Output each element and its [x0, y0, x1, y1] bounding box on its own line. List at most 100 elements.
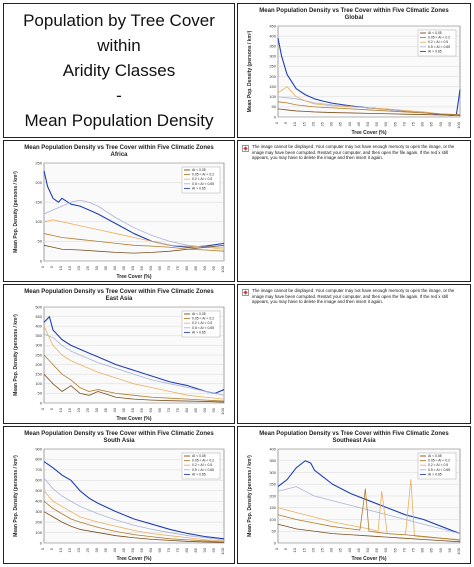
chart-panel-east-asia: Mean Population Density vs Tree Cover wi… [3, 284, 235, 424]
x-tick-label: 45 [121, 547, 126, 552]
x-tick-label: 80 [184, 265, 189, 270]
chart-south-asia: Mean Population Density vs Tree Cover wi… [13, 431, 225, 562]
x-tick-label: 35 [338, 121, 343, 126]
x-tick-label: 0 [274, 121, 279, 124]
y-axis-label: Mean Pop. Density (persons / km²) [13, 455, 19, 537]
x-tick-label: 85 [429, 547, 434, 552]
x-tick-label: 15 [67, 265, 72, 270]
y-tick-label: 350 [269, 44, 276, 49]
x-tick-label: 45 [121, 407, 126, 412]
x-tick-label: 65 [157, 407, 162, 412]
x-tick-label: 20 [76, 547, 81, 552]
series-line [43, 333, 225, 396]
x-tick-label: 90 [438, 547, 443, 552]
x-axis-label: Tree Cover (%) [116, 416, 151, 422]
y-tick-label: 700 [35, 467, 42, 472]
title-line-1: Population by Tree Cover [23, 11, 215, 30]
chart-subtitle: Global [345, 15, 364, 21]
chart-title: Mean Population Density vs Tree Cover wi… [24, 289, 214, 295]
series-line [277, 488, 461, 541]
x-tick-label: 10 [58, 547, 63, 552]
x-tick-label: 15 [301, 121, 306, 126]
legend-label: 0.2 < AI < 0.5 [192, 463, 212, 467]
x-tick-label: 85 [193, 547, 198, 552]
chart-title: Mean Population Density vs Tree Cover wi… [259, 8, 449, 14]
legend-label: 0.5 < AI < 0.65 [192, 326, 214, 330]
y-tick-label: 100 [35, 381, 42, 386]
broken-image-icon [242, 289, 249, 296]
x-tick-label: 45 [356, 121, 361, 126]
y-tick-label: 0 [40, 258, 43, 263]
y-tick-label: 150 [269, 84, 276, 89]
x-tick-label: 25 [85, 265, 90, 270]
x-tick-label: 65 [157, 547, 162, 552]
x-tick-label: 95 [211, 407, 216, 412]
y-tick-label: 400 [269, 33, 276, 38]
title-line-2: within [97, 36, 141, 55]
legend-label: 0.5 < AI < 0.65 [428, 45, 450, 49]
x-tick-label: 80 [420, 547, 425, 552]
chart-east-asia: Mean Population Density vs Tree Cover wi… [13, 289, 225, 422]
chart-global: Mean Population Density vs Tree Cover wi… [247, 8, 461, 136]
y-tick-label: 0 [274, 540, 277, 545]
x-tick-label: 95 [211, 547, 216, 552]
x-tick-label: 25 [85, 547, 90, 552]
y-tick-label: 100 [35, 219, 42, 224]
x-tick-label: 20 [310, 547, 315, 552]
chart-southeast-asia: Mean Population Density vs Tree Cover wi… [247, 431, 461, 562]
x-tick-label: 90 [202, 265, 207, 270]
legend-label: 0.5 < AI < 0.65 [192, 468, 214, 472]
legend-label: 0.05 < AI < 0.2 [428, 459, 450, 463]
error-panel-2: The image cannot be displayed. Your comp… [237, 284, 471, 424]
x-tick-label: 95 [447, 121, 452, 126]
broken-image-icon [242, 145, 249, 152]
x-tick-label: 75 [175, 407, 180, 412]
y-axis-label: Mean Pop. Density (persons / km²) [247, 455, 253, 537]
x-tick-label: 25 [320, 547, 325, 552]
title-line-3: Aridity Classes [62, 61, 176, 80]
x-tick-label: 55 [139, 407, 144, 412]
y-tick-label: 0 [40, 540, 43, 545]
x-tick-label: 60 [383, 121, 388, 126]
x-tick-label: 65 [157, 265, 162, 270]
series-line [43, 244, 225, 254]
x-tick-label: 75 [175, 265, 180, 270]
x-tick-label: 10 [58, 407, 63, 412]
x-tick-label: 75 [175, 547, 180, 552]
y-axis-label: Mean Pop. Density (persons / km²) [13, 171, 19, 253]
x-tick-label: 85 [429, 121, 434, 126]
legend-label: AI > 0.65 [192, 330, 206, 334]
legend-label: 0.5 < AI < 0.65 [192, 182, 214, 186]
chart-panel-global: Mean Population Density vs Tree Cover wi… [237, 3, 471, 138]
x-tick-label: 5 [49, 547, 54, 550]
x-tick-label: 0 [274, 547, 279, 550]
x-tick-label: 60 [148, 265, 153, 270]
y-tick-label: 250 [35, 160, 42, 165]
y-tick-label: 450 [35, 314, 42, 319]
x-tick-label: 40 [112, 265, 117, 270]
x-tick-label: 35 [338, 547, 343, 552]
x-tick-label: 15 [301, 547, 306, 552]
series-line [43, 233, 225, 252]
chart-panel-southeast-asia: Mean Population Density vs Tree Cover wi… [237, 426, 471, 564]
x-tick-label: 90 [202, 407, 207, 412]
x-tick-label: 35 [103, 407, 108, 412]
x-tick-label: 50 [365, 121, 370, 126]
series-line [43, 490, 225, 542]
x-tick-label: 30 [94, 547, 99, 552]
series-line [43, 326, 225, 400]
x-axis-label: Tree Cover (%) [116, 556, 151, 562]
x-tick-label: 40 [347, 121, 352, 126]
y-tick-label: 300 [35, 509, 42, 514]
y-tick-label: 150 [35, 372, 42, 377]
x-tick-label: 85 [193, 407, 198, 412]
x-tick-label: 90 [202, 547, 207, 552]
x-tick-label: 25 [85, 407, 90, 412]
x-tick-label: 30 [94, 265, 99, 270]
chart-panel-africa: Mean Population Density vs Tree Cover wi… [3, 140, 235, 282]
x-tick-label: 0 [40, 265, 45, 268]
x-tick-label: 50 [130, 547, 135, 552]
x-tick-label: 70 [401, 547, 406, 552]
x-tick-label: 20 [310, 121, 315, 126]
y-tick-label: 450 [269, 23, 276, 28]
